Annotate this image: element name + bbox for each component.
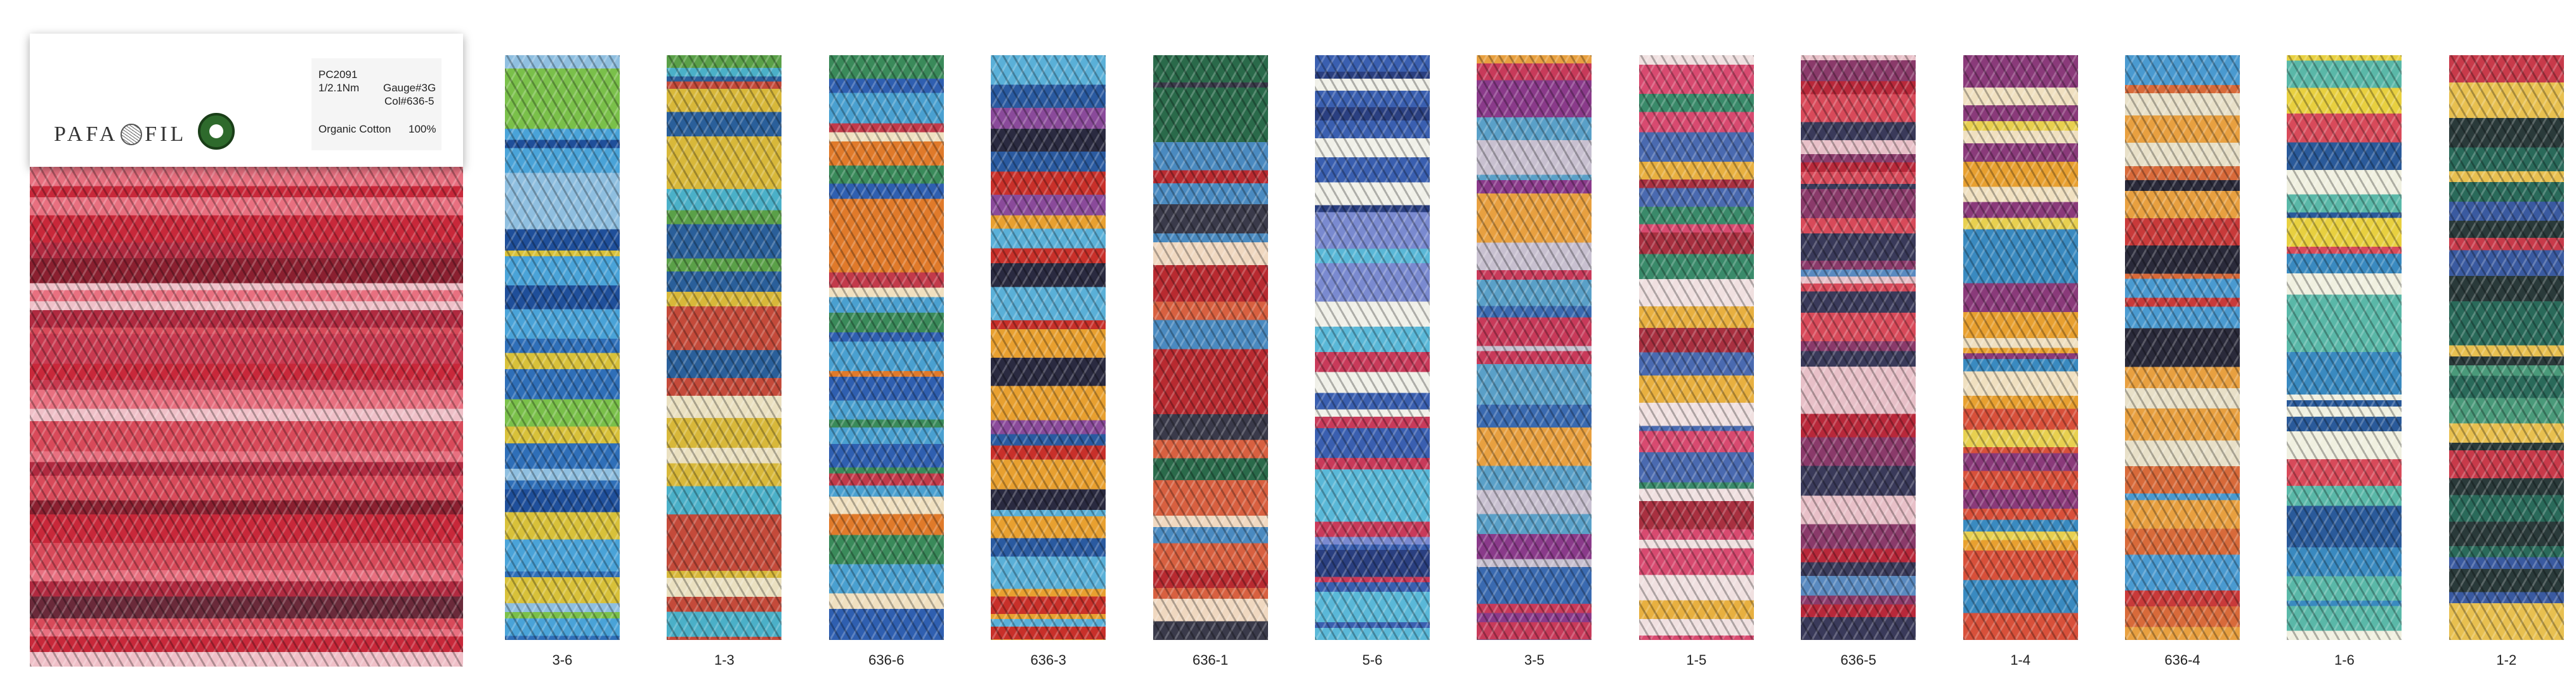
organic-badge: [198, 113, 235, 150]
logo: PAFA FIL: [54, 122, 186, 147]
swatch-label: 1-6: [2334, 652, 2355, 668]
knit-texture: [1963, 55, 2078, 640]
yarn-swatch: [1315, 55, 1430, 640]
knit-texture: [1153, 55, 1268, 640]
yarn-swatch: [991, 55, 1106, 640]
knit-texture: [991, 55, 1106, 640]
brand-right: FIL: [145, 122, 187, 146]
fiber: Organic Cotton: [318, 123, 391, 135]
count: 1/2.1Nm: [318, 82, 360, 94]
yarn-swatch: [1638, 55, 1754, 640]
knit-texture: [1801, 55, 1916, 640]
info-box: PC2091 1/2.1Nm Gauge#3G Col#636-5 Organi…: [311, 58, 441, 150]
gauge: Gauge#3G: [383, 82, 436, 94]
swatch-label: 636-5: [1840, 652, 1876, 668]
code: PC2091: [318, 68, 358, 81]
knit-texture: [505, 55, 620, 640]
swatch-label: 3-6: [552, 652, 573, 668]
swatch-label: 1-5: [1686, 652, 1707, 668]
yarn-swatch: [1963, 55, 2078, 640]
knit-texture: [2449, 55, 2564, 640]
swatch-label: 636-3: [1030, 652, 1066, 668]
swatch-label: 1-2: [2496, 652, 2517, 668]
yarn-swatch: [2125, 55, 2240, 640]
header-card: PAFA FIL PC2091 1/2.1Nm Gauge#3G Col#636…: [30, 34, 463, 167]
knit-texture: [30, 167, 463, 667]
yarn-swatch: [505, 55, 620, 640]
yarn-ball-icon: [121, 124, 143, 145]
yarn-swatch: [2449, 55, 2564, 640]
swatch-label: 5-6: [1362, 652, 1383, 668]
knit-texture: [1315, 55, 1430, 640]
swatch-label: 1-4: [2010, 652, 2030, 668]
yarn-swatch: [2287, 55, 2402, 640]
yarn-swatch: [828, 55, 944, 640]
main-swatch: [30, 167, 463, 667]
color-code: Col#636-5: [384, 95, 435, 107]
yarn-swatch: [1477, 55, 1592, 640]
knit-texture: [667, 55, 782, 640]
knit-texture: [2287, 55, 2402, 640]
swatch-label: 636-1: [1192, 652, 1229, 668]
knit-texture: [1477, 55, 1592, 640]
swatch-label: 1-3: [714, 652, 735, 668]
yarn-swatch: [1801, 55, 1916, 640]
knit-texture: [828, 55, 944, 640]
knit-texture: [1638, 55, 1754, 640]
swatch-label: 636-6: [868, 652, 905, 668]
knit-texture: [2125, 55, 2240, 640]
yarn-swatch: [667, 55, 782, 640]
swatch-label: 3-5: [1524, 652, 1545, 668]
swatch-label: 636-4: [2164, 652, 2200, 668]
brand-left: PAFA: [54, 122, 119, 146]
yarn-swatch: [1153, 55, 1268, 640]
percent: 100%: [409, 123, 436, 135]
